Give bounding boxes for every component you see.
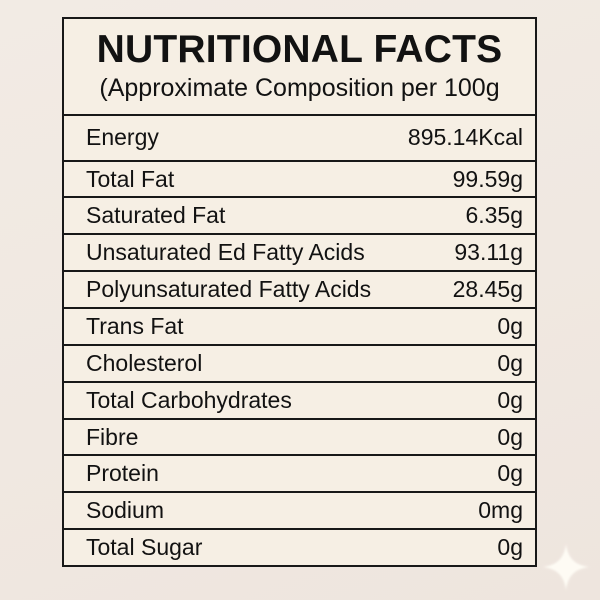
nutrient-value: 99.59g <box>452 165 523 192</box>
table-row: Total Carbohydrates 0g <box>64 383 535 420</box>
nutrient-name: Trans Fat <box>86 312 184 339</box>
nutrient-value: 28.45g <box>452 276 523 303</box>
nutrient-value: 0g <box>497 460 523 487</box>
table-row: Saturated Fat 6.35g <box>64 198 535 236</box>
table-row: Total Fat 99.59g <box>64 162 535 199</box>
nutrient-name: Protein <box>86 460 159 487</box>
nutrition-facts-label: NUTRITIONAL FACTS (Approximate Compositi… <box>62 17 537 567</box>
table-row: Sodium 0mg <box>64 493 535 531</box>
nutrient-name: Saturated Fat <box>86 202 226 229</box>
nutrient-name: Unsaturated Ed Fatty Acids <box>86 239 365 266</box>
nutrient-value: 0g <box>497 349 523 376</box>
nutrient-name: Sodium <box>86 497 164 524</box>
nutrient-name: Polyunsaturated Fatty Acids <box>86 276 372 303</box>
nutrition-rows: Energy 895.14Kcal Total Fat 99.59g Satur… <box>64 116 535 565</box>
nutrient-name: Cholesterol <box>86 349 203 376</box>
table-row: Polyunsaturated Fatty Acids 28.45g <box>64 272 535 310</box>
label-subtitle: (Approximate Composition per 100g <box>99 73 500 102</box>
nutrient-value: 0g <box>497 423 523 450</box>
nutrient-value: 895.14Kcal <box>407 124 523 151</box>
nutrient-value: 6.35g <box>465 202 523 229</box>
table-row: Fibre 0g <box>64 420 535 457</box>
nutrient-name: Energy <box>86 124 159 151</box>
table-row: Protein 0g <box>64 456 535 494</box>
table-row: Total Sugar 0g <box>64 530 535 565</box>
sparkle-icon <box>543 544 589 590</box>
table-row: Energy 895.14Kcal <box>64 116 535 162</box>
nutrient-value: 0g <box>497 534 523 561</box>
nutrient-value: 0g <box>497 312 523 339</box>
nutrient-value: 0g <box>497 386 523 413</box>
nutrient-value: 93.11g <box>454 239 523 266</box>
nutrient-name: Total Fat <box>86 165 175 192</box>
label-title: NUTRITIONAL FACTS <box>96 27 503 71</box>
table-row: Cholesterol 0g <box>64 346 535 383</box>
table-row: Trans Fat 0g <box>64 309 535 346</box>
label-header: NUTRITIONAL FACTS (Approximate Compositi… <box>64 19 535 116</box>
nutrient-name: Total Sugar <box>86 534 203 561</box>
nutrient-name: Total Carbohydrates <box>86 386 292 413</box>
nutrient-value: 0mg <box>478 497 523 524</box>
table-row: Unsaturated Ed Fatty Acids 93.11g <box>64 235 535 273</box>
nutrient-name: Fibre <box>86 423 139 450</box>
